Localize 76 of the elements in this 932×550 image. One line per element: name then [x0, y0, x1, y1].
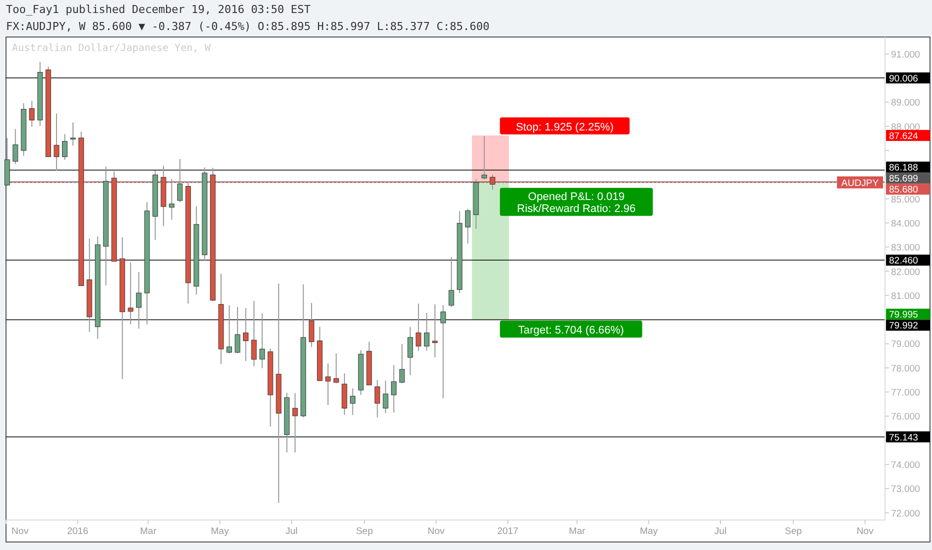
candlestick [382, 380, 388, 414]
candlestick [29, 100, 35, 128]
candlestick [177, 158, 183, 203]
candlestick [440, 304, 446, 399]
candlestick [408, 326, 413, 376]
y-tick-label: 73.000 [891, 484, 920, 496]
candlestick [12, 128, 18, 165]
chart-title: Too_Fay1 published December 19, 2016 03:50 EST [6, 3, 312, 16]
candlestick [399, 344, 405, 384]
candlestick [234, 306, 240, 354]
ref-line-label: AUDJPY [841, 178, 880, 189]
candlestick [128, 262, 134, 325]
ref-line-label: 86.188 [889, 162, 918, 174]
candlestick [168, 178, 174, 220]
candlestick [70, 122, 76, 146]
candlestick [251, 300, 257, 367]
candlestick [226, 304, 232, 354]
candlestick [416, 303, 422, 352]
ref-line-label: 79.992 [889, 320, 918, 332]
candlestick [465, 208, 471, 244]
ref-line-label: 90.006 [889, 73, 918, 84]
ref-line-label: 75.143 [889, 432, 918, 444]
y-tick-label: 83.000 [891, 242, 920, 254]
band-label: Stop: 1.925 (2.25%) [516, 121, 614, 134]
candlestick [325, 363, 331, 406]
ref-line-label: 82.460 [889, 256, 918, 267]
candlestick [54, 113, 60, 172]
candlestick [259, 313, 265, 369]
y-tick-label: 85.000 [891, 194, 920, 206]
x-tick-label: Nov [856, 526, 874, 537]
candlestick [448, 256, 454, 308]
y-tick-label: 79.000 [891, 339, 920, 350]
x-tick-label: Sep [356, 526, 373, 537]
y-tick-label: 91.000 [891, 49, 920, 60]
y-tick-label: 88.000 [891, 122, 920, 133]
annotation: Risk/Reward Ratio: 2.96 [517, 202, 636, 215]
y-tick-label: 78.000 [891, 363, 920, 374]
x-tick-label: Sep [784, 526, 802, 537]
x-tick-label: Nov [12, 526, 29, 537]
candlestick [136, 271, 142, 330]
y-tick-label: 74.000 [891, 460, 920, 471]
x-tick-label: Mar [140, 526, 156, 537]
candlestick [432, 304, 438, 358]
band-label: Target: 5.704 (6.66%) [518, 324, 624, 337]
candlestick [424, 312, 430, 352]
y-tick-label: 89.000 [891, 98, 920, 109]
candlestick [374, 379, 380, 418]
candlestick [482, 136, 487, 180]
x-tick-label: May [210, 526, 230, 537]
x-tick-label: Nov [428, 526, 445, 537]
candlestick [333, 352, 339, 384]
candlestick [292, 392, 298, 453]
y-tick-label: 72.000 [891, 508, 920, 520]
text: 87.624 [889, 130, 918, 142]
candlestick [308, 302, 314, 348]
y-tick-label: 82.000 [891, 266, 920, 278]
y-tick-label: 77.000 [891, 388, 920, 399]
x-tick-label: Jul [285, 526, 298, 537]
y-tick-label: 76.000 [891, 412, 920, 423]
x-tick-label: 2017 [497, 526, 518, 537]
candlestick [350, 388, 356, 416]
x-tick-label: May [640, 526, 658, 537]
x-tick-label: 2016 [67, 526, 88, 537]
candlestick [391, 364, 397, 414]
ref-line-label: 85.699 [889, 174, 918, 185]
candlestick [490, 174, 496, 190]
annotation: Opened P&L: 0.019 [528, 190, 625, 203]
y-tick-label: 84.000 [891, 218, 920, 230]
x-tick-label: Mar [568, 526, 586, 537]
y-tick-label: 81.000 [891, 290, 920, 302]
text: 85.680 [889, 184, 918, 196]
chart-subtitle: FX:AUDJPY, W 85.600 ▼ -0.387 (-0.45%) O:85.895 H:85.997 L:85.377 C:85.600 [6, 20, 490, 33]
candlestick [243, 307, 248, 362]
x-tick-label: Jul [714, 526, 727, 537]
candlestick [62, 134, 68, 160]
text: 79.995 [889, 310, 918, 321]
